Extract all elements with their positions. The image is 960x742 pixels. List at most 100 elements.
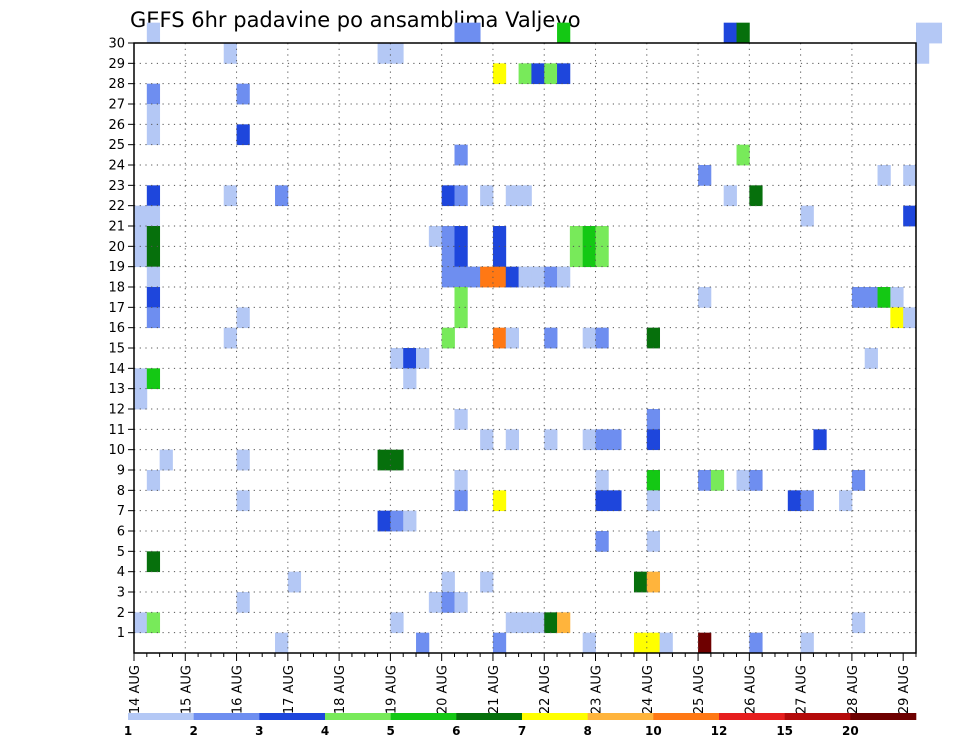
x-tick-label: 22 AUG — [538, 665, 553, 714]
colorbar-label: 20 — [842, 724, 859, 738]
x-tick-label: 28 AUG — [846, 665, 861, 714]
precip-cell — [454, 287, 468, 308]
precip-cell — [428, 226, 443, 247]
precip-cell — [134, 388, 148, 410]
y-tick-label: 3 — [117, 586, 125, 601]
precip-cell — [134, 205, 148, 227]
precip-cell — [236, 124, 250, 146]
precip-cell — [146, 368, 161, 390]
x-tick-label: 20 AUG — [436, 665, 451, 714]
colorbar-swatch — [784, 713, 851, 720]
precip-cell — [146, 307, 161, 329]
precip-cell — [595, 490, 609, 512]
precip-cell — [557, 63, 571, 85]
precip-cell — [569, 246, 584, 268]
precip-cell — [518, 266, 532, 288]
precip-cell — [492, 63, 507, 85]
precip-cell — [454, 409, 468, 430]
precip-cell — [454, 266, 468, 288]
colorbar-label: 2 — [189, 724, 197, 738]
precip-cell — [698, 470, 712, 491]
precip-cell — [146, 104, 161, 125]
y-tick-label: 23 — [108, 179, 125, 194]
y-tick-label: 27 — [108, 98, 125, 113]
colorbar-swatch — [719, 713, 785, 720]
plot-frame — [133, 42, 917, 654]
precip-cell — [544, 327, 558, 349]
precip-cell — [608, 490, 622, 512]
precip-cell — [633, 571, 648, 593]
colorbar-swatch — [390, 713, 457, 720]
precip-cell — [134, 612, 148, 634]
y-axis-ticks: 1234567891011121314151617181920212223242… — [108, 37, 134, 641]
y-tick-label: 25 — [108, 138, 125, 153]
colorbar-label: 8 — [583, 724, 591, 738]
precip-cell — [403, 510, 417, 532]
precip-cell — [531, 63, 545, 85]
precip-cell — [659, 632, 673, 654]
precip-cell — [839, 490, 853, 512]
colorbar-label: 7 — [518, 724, 526, 738]
precip-cell — [441, 266, 455, 288]
precip-cell — [864, 348, 878, 369]
precip-cell — [416, 632, 430, 654]
precip-cell — [531, 266, 545, 288]
precip-cell — [236, 490, 250, 512]
precip-cell — [531, 612, 545, 634]
precip-cell — [698, 287, 712, 308]
colorbar-label: 3 — [255, 724, 263, 738]
chart-title: GEFS 6hr padavine po ansamblima Valjevo — [130, 8, 581, 32]
precip-cell — [595, 470, 609, 491]
precip-cell — [441, 226, 455, 247]
y-tick-label: 4 — [117, 565, 125, 580]
y-tick-label: 19 — [108, 260, 125, 275]
precip-cell — [492, 327, 507, 349]
y-tick-label: 6 — [117, 525, 125, 540]
precip-cell — [864, 287, 878, 308]
precip-cell — [403, 348, 417, 369]
y-tick-label: 1 — [117, 626, 125, 641]
precip-cell — [646, 531, 661, 552]
precip-cell — [146, 612, 161, 634]
x-tick-label: 21 AUG — [487, 665, 502, 714]
precip-cell — [557, 612, 571, 634]
precip-cell — [403, 368, 417, 390]
precip-cell — [275, 632, 289, 654]
precip-cell — [646, 490, 661, 512]
precip-cell — [851, 287, 866, 308]
precip-cell — [416, 348, 430, 369]
precip-cell — [134, 226, 148, 247]
colorbar-swatch — [653, 713, 720, 720]
precip-cell — [159, 449, 173, 471]
precip-cells — [134, 22, 943, 654]
precip-cell — [582, 226, 596, 247]
precip-cell — [505, 612, 519, 634]
precip-cell — [236, 449, 250, 471]
colorbar-swatch — [850, 713, 917, 720]
colorbar-label: 4 — [321, 724, 329, 738]
y-tick-label: 16 — [108, 321, 125, 336]
y-tick-label: 20 — [108, 240, 125, 255]
y-tick-label: 29 — [108, 57, 125, 72]
y-tick-label: 8 — [117, 484, 125, 499]
precip-cell — [146, 266, 161, 288]
precip-cell — [146, 470, 161, 491]
precip-cell — [377, 43, 391, 64]
precip-cell — [736, 470, 750, 491]
precip-cell — [710, 470, 725, 491]
precip-cell — [518, 185, 532, 207]
colorbar-swatch — [456, 713, 523, 720]
x-tick-label: 26 AUG — [743, 665, 758, 714]
precip-cell — [723, 185, 737, 207]
precip-cell — [903, 307, 917, 329]
precip-cell — [595, 226, 609, 247]
y-tick-label: 7 — [117, 504, 125, 519]
precip-cell — [454, 307, 468, 329]
precip-cell — [390, 510, 404, 532]
precip-cell — [134, 246, 148, 268]
precip-cell — [480, 571, 494, 593]
y-tick-label: 13 — [108, 382, 125, 397]
colorbar-swatch — [193, 713, 260, 720]
precip-cell — [223, 185, 237, 207]
precip-cell — [492, 490, 507, 512]
